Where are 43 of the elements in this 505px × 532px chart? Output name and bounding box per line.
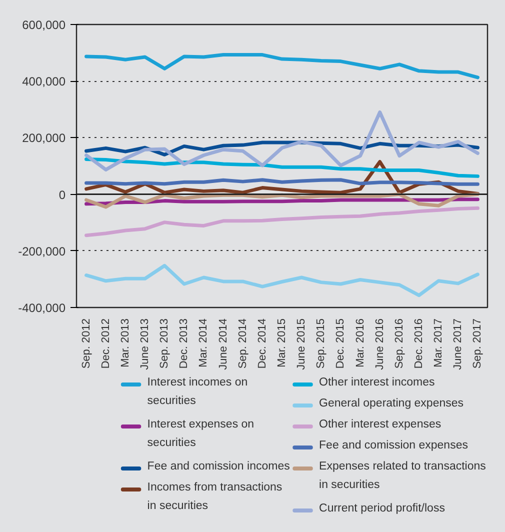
x-tick-label: Dec. 2016 xyxy=(413,318,425,369)
line-series xyxy=(84,53,480,80)
x-tick-label: Sep. 2012 xyxy=(80,318,92,369)
line-series xyxy=(84,264,480,298)
y-tick-label: 0 xyxy=(58,188,66,202)
y-tick-label: 200,000 xyxy=(22,131,66,146)
legend-label: Other interest incomes xyxy=(319,376,435,388)
line-series xyxy=(84,206,480,238)
y-tick-label: 400,000 xyxy=(22,74,66,89)
x-tick-label: June 2014 xyxy=(217,318,230,370)
legend-label: Interest expenses on securities xyxy=(147,418,254,450)
legend-label: Fee and comission incomes xyxy=(147,460,290,472)
x-tick-label: June 2015 xyxy=(296,318,308,370)
legend-label: Incomes from transactions in securities xyxy=(147,482,282,512)
x-tick-label: Dec. 2013 xyxy=(178,318,190,369)
y-tick-label: -400,000 xyxy=(18,301,66,315)
x-tick-label: June 2016 xyxy=(374,318,386,370)
line-series xyxy=(84,157,480,178)
legend-label: Interest incomes on securities xyxy=(147,376,248,408)
x-tick-label: Mar. 2013 xyxy=(119,318,132,368)
x-tick-label: Dec. 2012 xyxy=(100,318,112,369)
x-tick-label: Sep. 2016 xyxy=(393,318,406,369)
legend-label: Other interest expenses xyxy=(319,418,442,430)
x-tick-label: Mar. 2015 xyxy=(276,318,288,368)
x-tick-label: Mar. 2017 xyxy=(432,318,445,368)
line-series xyxy=(84,192,480,209)
x-tick-label: Sep. 2014 xyxy=(236,318,249,369)
x-tick-label: June 2013 xyxy=(139,318,151,370)
y-tick-label: 600,000 xyxy=(22,18,66,32)
line-series xyxy=(84,110,480,172)
x-tick-label: Dec. 2015 xyxy=(334,318,347,369)
legend-label: Expenses related to transactions in securities xyxy=(319,460,486,492)
legend-label: Current period profit/loss xyxy=(319,502,446,514)
x-tick-label: Dec. 2014 xyxy=(256,318,268,369)
x-tick-label: Mar. 2014 xyxy=(198,318,210,368)
x-tick-label: Sep. 2013 xyxy=(158,318,171,369)
x-tick-label: Sep. 2017 xyxy=(472,318,484,369)
legend-label: General operating expenses xyxy=(319,398,464,410)
x-tick-label: Sep. 2015 xyxy=(315,318,328,369)
y-tick-label: -200,000 xyxy=(18,244,66,258)
x-tick-label: June 2017 xyxy=(452,318,464,370)
legend-label: Fee and comission expenses xyxy=(319,440,468,452)
x-tick-label: Mar. 2016 xyxy=(354,318,366,368)
